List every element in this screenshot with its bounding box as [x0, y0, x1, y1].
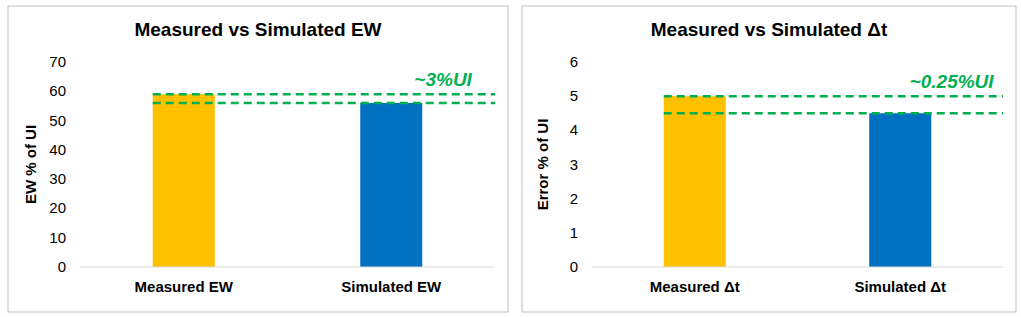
bar — [869, 113, 931, 267]
plot-area — [664, 96, 1003, 267]
y-tick-label: 70 — [49, 53, 66, 70]
bar — [664, 96, 726, 267]
y-tick-label: 50 — [49, 112, 66, 129]
annotation: ~3%UI — [414, 69, 472, 90]
chart-title: Measured vs Simulated EW — [134, 19, 381, 40]
reference-line — [664, 95, 1003, 98]
chart: Measured vs Simulated Δt 0 1 2 3 4 5 6 Error % o… — [522, 6, 1016, 312]
chart-title: Measured vs Simulated Δt — [651, 19, 888, 40]
y-tick-label: 4 — [570, 121, 578, 138]
y-tick-label: 2 — [570, 190, 578, 207]
chart-frame — [8, 6, 508, 312]
y-axis-label: EW % of UI — [22, 125, 39, 204]
x-tick-label: Measured Δt — [650, 278, 740, 295]
annotation: ~0.25%UI — [910, 71, 995, 92]
x-axis-line — [592, 267, 1003, 268]
y-axis-label: Error % of UI — [534, 119, 551, 211]
page: Measured vs Simulated EW010203040506070E… — [0, 0, 1021, 317]
y-tick-label: 0 — [570, 258, 578, 275]
y-tick-label: 30 — [49, 170, 66, 187]
y-tick-label: 10 — [49, 229, 66, 246]
reference-line — [153, 102, 495, 105]
y-tick-label: 60 — [49, 82, 66, 99]
reference-line — [664, 112, 1003, 115]
bar — [153, 94, 215, 267]
x-tick-label: Measured EW — [135, 278, 234, 295]
plot-area — [153, 94, 495, 267]
reference-line — [153, 93, 495, 96]
y-tick-label: 5 — [570, 87, 578, 104]
x-tick-label: Simulated EW — [341, 278, 442, 295]
y-tick-label: 3 — [570, 156, 578, 173]
x-tick-label: Simulated Δt — [854, 278, 946, 295]
chart: Measured vs Simulated EW 0 10 20 30 40 50 60 70 E… — [8, 6, 508, 312]
chart-frame — [522, 6, 1016, 312]
y-tick-label: 1 — [570, 224, 578, 241]
y-tick-label: 6 — [570, 53, 578, 70]
x-axis-line — [80, 267, 495, 268]
y-tick-label: 20 — [49, 199, 66, 216]
y-tick-label: 0 — [58, 258, 66, 275]
bar — [360, 103, 422, 267]
y-tick-label: 40 — [49, 141, 66, 158]
